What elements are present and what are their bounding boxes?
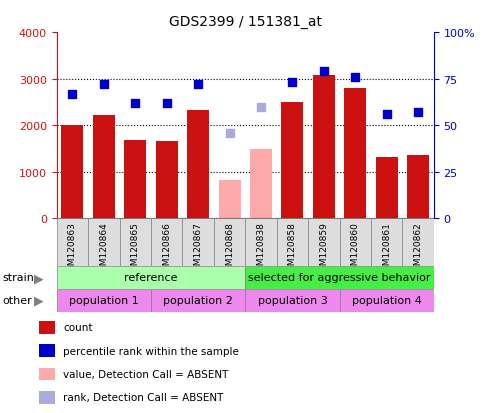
Bar [151, 289, 245, 312]
Bar [245, 289, 340, 312]
Text: rank, Detection Call = ABSENT: rank, Detection Call = ABSENT [63, 392, 224, 402]
Bar [39, 321, 55, 334]
Title: GDS2399 / 151381_at: GDS2399 / 151381_at [169, 15, 322, 29]
Point [383, 112, 390, 118]
Point [320, 69, 328, 75]
Bar [313, 76, 335, 219]
Bar [119, 219, 151, 266]
Text: other: other [2, 295, 32, 306]
Bar [57, 289, 151, 312]
Bar [376, 158, 398, 219]
Bar [245, 266, 434, 289]
Text: percentile rank within the sample: percentile rank within the sample [63, 346, 239, 356]
Text: GSM120863: GSM120863 [68, 221, 77, 276]
Bar [407, 156, 429, 219]
Text: population 1: population 1 [69, 295, 139, 306]
Bar [57, 219, 88, 266]
Text: strain: strain [2, 273, 35, 283]
Text: GSM120865: GSM120865 [131, 221, 140, 276]
Bar [57, 266, 245, 289]
Point [163, 100, 171, 107]
Point [352, 74, 359, 81]
Bar [88, 219, 119, 266]
Bar [39, 368, 55, 380]
Point [226, 130, 234, 137]
Bar [340, 219, 371, 266]
Text: ▶: ▶ [34, 271, 43, 284]
Bar [39, 391, 55, 404]
Text: ▶: ▶ [34, 294, 43, 307]
Text: GSM120858: GSM120858 [288, 221, 297, 276]
Bar [250, 150, 272, 219]
Point [100, 82, 108, 88]
Bar [282, 102, 303, 219]
Bar [182, 219, 214, 266]
Bar [371, 219, 402, 266]
Text: GSM120861: GSM120861 [382, 221, 391, 276]
Text: GSM120866: GSM120866 [162, 221, 171, 276]
Text: GSM120838: GSM120838 [256, 221, 266, 276]
Bar [187, 111, 209, 219]
Bar [151, 219, 182, 266]
Text: GSM120867: GSM120867 [194, 221, 203, 276]
Point [257, 104, 265, 111]
Text: value, Detection Call = ABSENT: value, Detection Call = ABSENT [63, 369, 229, 379]
Text: GSM120864: GSM120864 [99, 221, 108, 276]
Point [194, 82, 202, 88]
Bar [344, 89, 366, 219]
Text: population 2: population 2 [163, 295, 233, 306]
Point [414, 109, 422, 116]
Point [131, 100, 139, 107]
Bar [62, 126, 83, 219]
Bar [124, 140, 146, 219]
Bar [308, 219, 340, 266]
Text: population 3: population 3 [257, 295, 327, 306]
Bar [402, 219, 434, 266]
Bar [93, 116, 115, 219]
Bar [245, 219, 277, 266]
Bar [277, 219, 308, 266]
Text: GSM120868: GSM120868 [225, 221, 234, 276]
Text: GSM120860: GSM120860 [351, 221, 360, 276]
Text: selected for aggressive behavior: selected for aggressive behavior [248, 273, 431, 283]
Text: GSM120859: GSM120859 [319, 221, 328, 276]
Bar [39, 344, 55, 357]
Text: GSM120862: GSM120862 [414, 221, 423, 276]
Text: count: count [63, 323, 93, 332]
Bar [340, 289, 434, 312]
Point [69, 91, 76, 98]
Bar [218, 180, 241, 219]
Point [288, 80, 296, 87]
Text: reference: reference [124, 273, 178, 283]
Text: population 4: population 4 [352, 295, 422, 306]
Bar [214, 219, 246, 266]
Bar [156, 142, 177, 219]
